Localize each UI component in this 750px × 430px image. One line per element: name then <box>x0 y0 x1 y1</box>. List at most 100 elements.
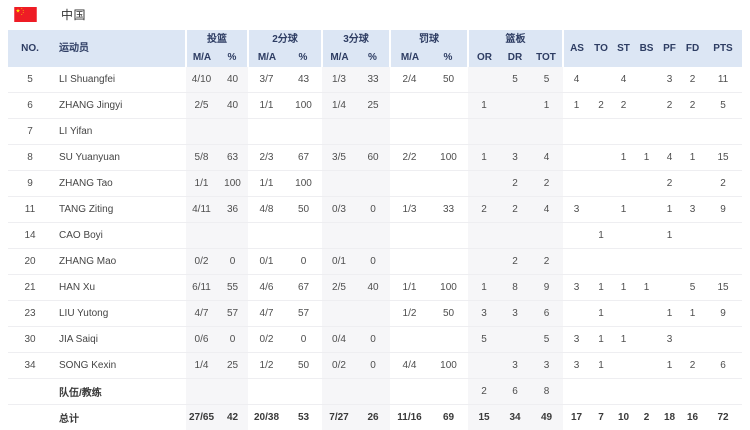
header-fd: FD <box>681 30 705 67</box>
cell-player: TANG Ziting <box>52 196 186 223</box>
cell-bs: 2 <box>635 404 659 430</box>
cell-to <box>590 196 613 223</box>
player-row: 8 SU Yuanyuan 5/8 63 2/3 67 3/5 60 2/2 100 1 3 4 1 1 4 1… <box>8 144 743 171</box>
cell-p3_ma: 7/27 <box>322 404 356 430</box>
header-pts: PTS <box>704 30 743 67</box>
cell-as: 1 <box>563 92 591 119</box>
cell-player: SU Yuanyuan <box>52 144 186 171</box>
cell-st: 1 <box>612 274 636 301</box>
cell-ft_pct <box>429 170 468 197</box>
cell-no: 21 <box>8 274 52 301</box>
cell-st <box>612 222 636 249</box>
cell-p3_pct: 26 <box>356 404 390 430</box>
cell-pf: 1 <box>658 352 682 379</box>
cell-fd <box>681 118 705 145</box>
cell-pf: 3 <box>658 326 682 353</box>
cell-ft_pct: 100 <box>429 144 468 171</box>
header-dr: DR <box>500 49 530 67</box>
cell-pts: 2 <box>704 170 743 197</box>
cell-p2_ma: 1/1 <box>248 92 285 119</box>
cell-p2_pct <box>285 118 322 145</box>
cell-to: 1 <box>590 222 613 249</box>
cell-fg_pct: 63 <box>217 144 248 171</box>
cell-p3_ma: 0/1 <box>322 248 356 275</box>
cell-p2_pct: 67 <box>285 144 322 171</box>
cell-bs <box>635 67 658 93</box>
cell-p3_pct: 60 <box>356 144 390 171</box>
cell-tot: 4 <box>530 196 564 223</box>
cell-p3_ma: 1/4 <box>322 92 356 119</box>
cell-p2_pct: 0 <box>285 248 322 275</box>
cell-p2_ma: 4/7 <box>248 300 285 327</box>
cell-fg_pct: 0 <box>217 248 248 275</box>
cell-st: 10 <box>612 404 636 430</box>
cell-fg_ma: 4/11 <box>186 196 217 223</box>
cell-p3_pct: 0 <box>356 196 390 223</box>
header-group-3p: 3分球 <box>321 30 390 49</box>
cell-pts: 9 <box>704 196 743 223</box>
cell-dr <box>500 326 530 353</box>
player-row: 6 ZHANG Jingyi 2/5 40 1/1 100 1/4 25 1 1 1 2 2 2 2 5 <box>8 92 743 119</box>
cell-st: 2 <box>612 92 636 119</box>
cell-to: 1 <box>590 274 613 301</box>
cell-no: 7 <box>8 118 52 145</box>
cell-ft_pct: 100 <box>429 274 468 301</box>
cell-p2_pct: 50 <box>285 196 322 223</box>
header-3p-ma: M/A <box>321 49 356 67</box>
header-group-ft: 罚球 <box>389 30 468 49</box>
cell-no: 5 <box>27 74 33 85</box>
cell-pf: 3 <box>666 74 673 85</box>
cell-fg_ma: 6/11 <box>186 274 217 301</box>
cell-player: ZHANG Tao <box>52 170 186 197</box>
cell-to <box>590 144 613 171</box>
cell-no: 6 <box>8 92 52 119</box>
header-st: ST <box>612 30 636 67</box>
cell-pf: 1 <box>658 222 682 249</box>
cell-bs <box>635 300 659 327</box>
cell-pts: 9 <box>704 300 743 327</box>
cell-p3_ma <box>322 300 356 327</box>
header-tot: TOT <box>530 49 564 67</box>
player-row: 11 TANG Ziting 4/11 36 4/8 50 0/3 0 1/3 33 2 2 4 3 1 1 3… <box>8 196 743 223</box>
cell-pts: 6 <box>704 352 743 379</box>
cell-ft_ma: 4/4 <box>390 352 429 379</box>
cell-ft_pct <box>429 118 468 145</box>
cell-ft_ma <box>390 118 429 145</box>
player-row: 23 LIU Yutong 4/7 57 4/7 57 1/2 50 3 3 6 1 1 1 9 <box>8 300 743 327</box>
cell-pf <box>658 118 682 145</box>
cell-dr: 2 <box>500 196 530 223</box>
cell-no: 14 <box>8 222 52 249</box>
cell-fd: 2 <box>681 92 705 119</box>
cell-p3_ma: 3/5 <box>322 144 356 171</box>
team-name: 中国 <box>61 7 87 22</box>
cell-ft_ma <box>390 222 429 249</box>
cell-to <box>590 378 613 405</box>
cell-p2_pct: 100 <box>285 92 322 119</box>
cell-fg_ma: 2/5 <box>186 92 217 119</box>
cell-dr: 3 <box>500 300 530 327</box>
total-row: 总计 27/65 42 20/38 53 7/27 26 11/16 69 15 34 49 17 7 10… <box>8 404 743 430</box>
cell-p2_ma: 20/38 <box>248 404 285 430</box>
cell-or <box>468 170 500 197</box>
cell-fd <box>681 248 705 275</box>
header-3p-pct: % <box>356 49 390 67</box>
cell-ft_pct <box>429 326 468 353</box>
cell-fg_ma <box>186 378 217 405</box>
cell-fg_pct <box>217 378 248 405</box>
cell-p3_ma <box>322 222 356 249</box>
cell-pf <box>658 378 682 405</box>
header-2p-pct: % <box>285 49 322 67</box>
cell-bs <box>635 222 659 249</box>
cell-pf: 18 <box>658 404 682 430</box>
cell-as <box>563 144 591 171</box>
cell-st <box>612 352 636 379</box>
cell-or: 5 <box>468 326 500 353</box>
cell-fg_pct: 25 <box>217 352 248 379</box>
header-to: TO <box>590 30 613 67</box>
stats-body: 5 LI Shuangfei 4/10 40 3/7 43 1/3 33 2/4 50 5 5 4 4 3 2… <box>8 67 743 430</box>
cell-dr: 3 <box>500 352 530 379</box>
cell-ft_pct <box>429 378 468 405</box>
cell-or <box>468 67 500 93</box>
cell-no: 34 <box>8 352 52 379</box>
header-fg-pct: % <box>217 49 248 67</box>
